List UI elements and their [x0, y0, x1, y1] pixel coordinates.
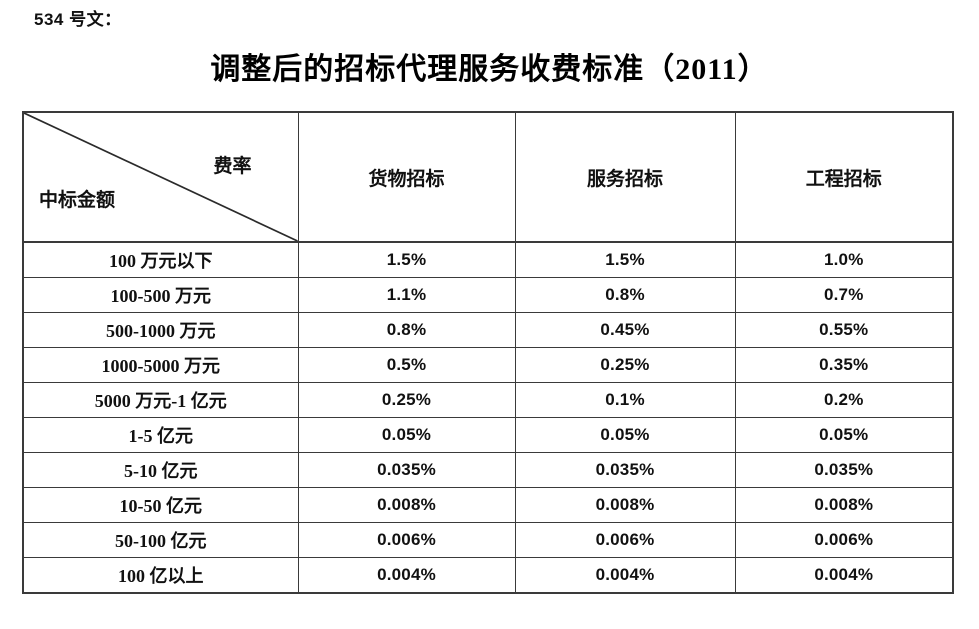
- table-row: 5-10 亿元 0.035% 0.035% 0.035%: [22, 452, 954, 488]
- column-header-engineering: 工程招标: [734, 111, 954, 243]
- row-label: 100 亿以上: [22, 557, 299, 594]
- fee-table: 费率 中标金额 货物招标 服务招标 工程招标 100 万元以下 1.5% 1.5…: [22, 111, 954, 594]
- fee-cell: 1.5%: [297, 241, 516, 278]
- fee-cell: 0.8%: [297, 312, 516, 348]
- fee-cell: 0.008%: [297, 487, 516, 523]
- fee-cell: 0.035%: [297, 452, 516, 488]
- document-title: 调整后的招标代理服务收费标准（2011）: [210, 53, 769, 86]
- table-row: 100 万元以下 1.5% 1.5% 1.0%: [22, 241, 954, 278]
- fee-cell: 0.35%: [734, 347, 954, 383]
- corner-header-cell: 费率 中标金额: [22, 111, 299, 243]
- row-label: 5-10 亿元: [22, 452, 299, 488]
- fee-cell: 0.45%: [514, 312, 736, 348]
- fee-cell: 0.05%: [297, 417, 516, 453]
- fee-cell: 0.25%: [297, 382, 516, 418]
- table-row: 100-500 万元 1.1% 0.8% 0.7%: [22, 277, 954, 313]
- row-label: 100-500 万元: [22, 277, 299, 313]
- corner-rate-label: 费率: [213, 156, 252, 177]
- row-label: 50-100 亿元: [22, 522, 299, 558]
- fee-cell: 0.004%: [297, 557, 516, 594]
- fee-cell: 0.2%: [734, 382, 954, 418]
- row-label: 1000-5000 万元: [22, 347, 299, 383]
- header-row: 费率 中标金额 货物招标 服务招标 工程招标: [22, 111, 954, 243]
- fee-cell: 0.006%: [297, 522, 516, 558]
- fee-cell: 0.035%: [734, 452, 954, 488]
- row-label: 5000 万元-1 亿元: [22, 382, 299, 418]
- table-row: 1000-5000 万元 0.5% 0.25% 0.35%: [22, 347, 954, 383]
- row-label: 1-5 亿元: [22, 417, 299, 453]
- table-row: 50-100 亿元 0.006% 0.006% 0.006%: [22, 522, 954, 558]
- corner-amount-label: 中标金额: [39, 190, 116, 211]
- column-header-goods: 货物招标: [297, 111, 516, 243]
- fee-cell: 0.7%: [734, 277, 954, 313]
- table-row: 1-5 亿元 0.05% 0.05% 0.05%: [22, 417, 954, 453]
- row-label: 500-1000 万元: [22, 312, 299, 348]
- diagonal-divider: [24, 113, 298, 241]
- fee-cell: 0.25%: [514, 347, 736, 383]
- fee-cell: 1.1%: [297, 277, 516, 313]
- doc-number: 534 号文：: [34, 10, 122, 29]
- table-row: 5000 万元-1 亿元 0.25% 0.1% 0.2%: [22, 382, 954, 418]
- fee-cell: 0.8%: [514, 277, 736, 313]
- row-label: 100 万元以下: [22, 241, 299, 278]
- fee-cell: 0.1%: [514, 382, 736, 418]
- table-row: 10-50 亿元 0.008% 0.008% 0.008%: [22, 487, 954, 523]
- fee-cell: 0.035%: [514, 452, 736, 488]
- fee-cell: 0.006%: [734, 522, 954, 558]
- fee-cell: 0.008%: [514, 487, 736, 523]
- fee-cell: 0.004%: [734, 557, 954, 594]
- column-header-services: 服务招标: [514, 111, 736, 243]
- fee-cell: 1.5%: [514, 241, 736, 278]
- table-row: 500-1000 万元 0.8% 0.45% 0.55%: [22, 312, 954, 348]
- fee-cell: 0.05%: [514, 417, 736, 453]
- fee-cell: 1.0%: [734, 241, 954, 278]
- fee-cell: 0.05%: [734, 417, 954, 453]
- fee-cell: 0.55%: [734, 312, 954, 348]
- fee-cell: 0.008%: [734, 487, 954, 523]
- fee-cell: 0.006%: [514, 522, 736, 558]
- fee-cell: 0.004%: [514, 557, 736, 594]
- table-row: 100 亿以上 0.004% 0.004% 0.004%: [22, 557, 954, 594]
- row-label: 10-50 亿元: [22, 487, 299, 523]
- fee-cell: 0.5%: [297, 347, 516, 383]
